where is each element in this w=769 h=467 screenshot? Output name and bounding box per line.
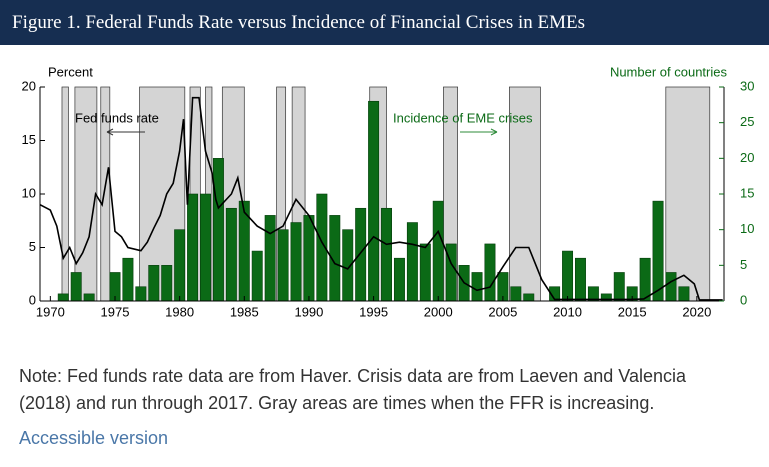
y2-axis-label: Number of countries <box>610 64 728 79</box>
bar <box>290 222 302 302</box>
x-tick-label: 1980 <box>165 304 194 319</box>
bar <box>381 207 392 302</box>
y2-tick-label: 30 <box>740 78 754 93</box>
bar <box>613 272 625 302</box>
y2-tick-label: 0 <box>740 292 747 307</box>
bar <box>510 286 522 302</box>
x-tick-label: 1990 <box>294 304 323 319</box>
line <box>39 96 723 301</box>
bar <box>83 293 95 302</box>
bar <box>122 257 134 302</box>
bar <box>70 272 82 302</box>
bar <box>652 200 664 302</box>
y-tick-label: 0 <box>29 292 36 307</box>
arrow <box>460 128 498 136</box>
note: Note: Fed funds rate data are from Haver… <box>19 366 687 413</box>
line-annotation: Fed funds rate <box>75 110 159 125</box>
x-tick-label: 1995 <box>359 304 388 319</box>
bar <box>200 193 211 302</box>
bar <box>148 265 160 302</box>
bar <box>264 215 276 302</box>
y-tick-label: 15 <box>22 132 36 147</box>
bar <box>406 222 418 302</box>
bar <box>471 272 483 302</box>
shaded-period <box>61 86 69 302</box>
bar <box>523 293 535 302</box>
bar <box>639 257 651 302</box>
bar <box>187 193 199 302</box>
arrow <box>106 128 145 136</box>
bar <box>251 250 263 302</box>
x-tick-label: 2010 <box>553 304 582 319</box>
y2-tick-label: 15 <box>740 185 754 200</box>
x-tick-label: 2000 <box>424 304 453 319</box>
bar <box>484 243 496 302</box>
bar-annotation: Incidence of EME crises <box>393 110 533 125</box>
y-axis-label: Percent <box>48 64 93 79</box>
x-tick-label: 2020 <box>682 304 711 319</box>
bar <box>277 229 289 302</box>
bar <box>665 272 677 302</box>
bar <box>174 229 186 302</box>
y2-tick-label: 20 <box>740 150 754 165</box>
x-tick-label: 2015 <box>618 304 647 319</box>
bar <box>419 243 431 302</box>
bar <box>225 207 237 302</box>
y-tick-label: 5 <box>29 239 36 254</box>
y2-tick-label: 10 <box>740 221 754 236</box>
x-tick-label: 1985 <box>230 304 259 319</box>
bar <box>57 293 69 302</box>
bar <box>368 100 380 302</box>
bar <box>575 257 586 302</box>
bar <box>303 215 315 302</box>
bar <box>678 286 690 302</box>
bar <box>562 250 574 302</box>
accessible-version-link[interactable]: Accessible version <box>19 428 169 448</box>
bar <box>212 158 224 302</box>
y-tick-label: 20 <box>22 78 36 93</box>
chart-title: Figure 1. Federal Funds Rate versus Inci… <box>0 0 769 45</box>
x-tick-label: 1970 <box>36 304 65 319</box>
x-tick-label: 1975 <box>101 304 130 319</box>
shaded-period <box>665 86 711 302</box>
bar <box>161 265 173 302</box>
x-tick-label: 2005 <box>488 304 517 319</box>
bar <box>355 207 367 302</box>
bar <box>393 257 405 302</box>
bar <box>135 286 147 302</box>
y-tick-label: 10 <box>22 185 36 200</box>
y2-tick-label: 5 <box>740 257 747 272</box>
bar <box>432 200 444 302</box>
y2-tick-label: 25 <box>740 114 754 129</box>
